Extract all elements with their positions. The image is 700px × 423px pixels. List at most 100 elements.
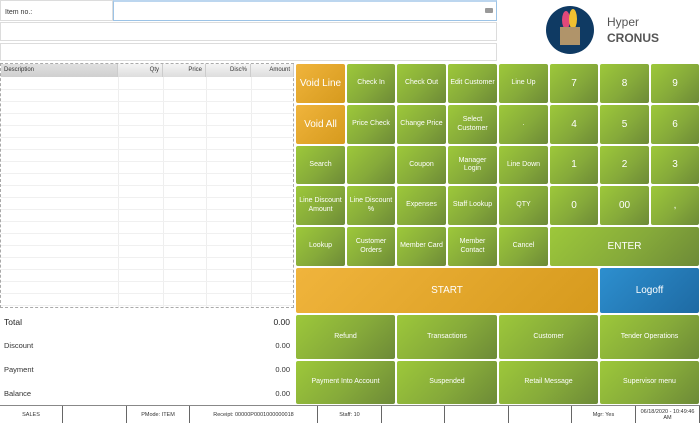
payment-label: Payment: [4, 365, 34, 374]
column-divider: [163, 77, 164, 307]
line-discount-amount-button[interactable]: Line Discount Amount: [295, 185, 346, 226]
logo-text-cronus: CRONUS: [607, 31, 660, 45]
row-divider: [1, 89, 293, 90]
enter-button[interactable]: ENTER: [549, 226, 700, 267]
key-2[interactable]: 2: [599, 145, 650, 185]
column-header-price[interactable]: Price: [163, 64, 206, 77]
key-5[interactable]: 5: [599, 104, 650, 145]
tender-operations-button[interactable]: Tender Operations: [599, 314, 700, 360]
key-9[interactable]: 9: [650, 63, 700, 104]
totals-row-discount: Discount 0.00: [4, 341, 290, 350]
keyboard-icon[interactable]: [485, 8, 493, 13]
discount-label: Discount: [4, 341, 34, 350]
cancel-button[interactable]: Cancel: [498, 226, 549, 267]
status-cell-06-18-2020-10: 06/18/2020 - 10:49:46 AM: [636, 406, 700, 423]
staff-lookup-button[interactable]: Staff Lookup: [447, 185, 498, 226]
column-header-description[interactable]: Description: [1, 64, 118, 77]
qty-button[interactable]: QTY: [498, 185, 549, 226]
row-divider: [1, 101, 293, 102]
column-header-qty[interactable]: Qty: [118, 64, 163, 77]
edit-customer-button[interactable]: Edit Customer: [447, 63, 498, 104]
member-card-button[interactable]: Member Card: [396, 226, 447, 267]
blank-button[interactable]: [346, 145, 396, 185]
hyper-cronus-logo: Hyper CRONUS: [545, 5, 665, 57]
logoff-button[interactable]: Logoff: [599, 267, 700, 314]
totals-row-balance: Balance 0.00: [4, 389, 290, 398]
key-6[interactable]: 6: [650, 104, 700, 145]
status-cell-blank: [509, 406, 572, 423]
suspended-button[interactable]: Suspended: [396, 360, 498, 405]
column-header-amount[interactable]: Amount: [251, 64, 294, 77]
column-divider: [251, 77, 252, 307]
expenses-button[interactable]: Expenses: [396, 185, 447, 226]
key-7[interactable]: 7: [549, 63, 599, 104]
void-all-button[interactable]: Void All: [295, 104, 346, 145]
payment-value: 0.00: [275, 365, 290, 374]
row-divider: [1, 173, 293, 174]
row-divider: [1, 185, 293, 186]
key-0[interactable]: 0: [549, 185, 599, 226]
select-customer-button[interactable]: Select Customer: [447, 104, 498, 145]
row-divider: [1, 293, 293, 294]
customer-orders-button[interactable]: Customer Orders: [346, 226, 396, 267]
coupon-button[interactable]: Coupon: [396, 145, 447, 185]
info-line-2: [0, 43, 497, 61]
info-line-1: [0, 22, 497, 41]
row-divider: [1, 149, 293, 150]
total-label: Total: [4, 317, 22, 327]
refund-button[interactable]: Refund: [295, 314, 396, 360]
item-no-input[interactable]: [113, 0, 497, 21]
status-cell-blank: [445, 406, 509, 423]
status-cell-sales: SALES: [0, 406, 63, 423]
status-cell-pmode: PMode: ITEM: [127, 406, 190, 423]
row-divider: [1, 125, 293, 126]
price-check-button[interactable]: Price Check: [346, 104, 396, 145]
row-divider: [1, 269, 293, 270]
key-comma[interactable]: ,: [650, 185, 700, 226]
total-value: 0.00: [273, 317, 290, 327]
line-down-button[interactable]: Line Down: [498, 145, 549, 185]
status-cell-receipt: Receipt: 00000P0001000000018: [190, 406, 318, 423]
line-discount-button[interactable]: Line Discount %: [346, 185, 396, 226]
start-button[interactable]: START: [295, 267, 599, 314]
search-button[interactable]: Search: [295, 145, 346, 185]
status-bar: SALES PMode: ITEM Receipt: 00000P000100000…: [0, 405, 700, 423]
payment-into-account-button[interactable]: Payment Into Account: [295, 360, 396, 405]
void-line-button[interactable]: Void Line: [295, 63, 346, 104]
totals-row-total: Total 0.00: [4, 317, 290, 327]
discount-value: 0.00: [275, 341, 290, 350]
row-divider: [1, 113, 293, 114]
supervisor-menu-button[interactable]: Supervisor menu: [599, 360, 700, 405]
status-cell-mgr: Mgr: Yes: [572, 406, 636, 423]
sales-lines-table[interactable]: Description Qty Price Disc% Amount: [0, 63, 294, 308]
column-header-disc[interactable]: Disc%: [206, 64, 251, 77]
row-divider: [1, 221, 293, 222]
member-contact-button[interactable]: Member Contact: [447, 226, 498, 267]
row-divider: [1, 233, 293, 234]
key-3[interactable]: 3: [650, 145, 700, 185]
row-divider: [1, 137, 293, 138]
line-up-button[interactable]: Line Up: [498, 63, 549, 104]
row-divider: [1, 281, 293, 282]
check-in-button[interactable]: Check In: [346, 63, 396, 104]
item-no-label: Item no.:: [0, 0, 113, 21]
key-1[interactable]: 1: [549, 145, 599, 185]
key-00[interactable]: 00: [599, 185, 650, 226]
totals-row-payment: Payment 0.00: [4, 365, 290, 374]
transactions-button[interactable]: Transactions: [396, 314, 498, 360]
manager-login-button[interactable]: Manager Login: [447, 145, 498, 185]
customer-button[interactable]: Customer: [498, 314, 599, 360]
row-divider: [1, 257, 293, 258]
retail-message-button[interactable]: Retail Message: [498, 360, 599, 405]
key-8[interactable]: 8: [599, 63, 650, 104]
lookup-button[interactable]: Lookup: [295, 226, 346, 267]
balance-label: Balance: [4, 389, 32, 398]
column-divider: [206, 77, 207, 307]
key-dot[interactable]: .: [498, 104, 549, 145]
check-out-button[interactable]: Check Out: [396, 63, 447, 104]
row-divider: [1, 197, 293, 198]
change-price-button[interactable]: Change Price: [396, 104, 447, 145]
key-4[interactable]: 4: [549, 104, 599, 145]
row-divider: [1, 245, 293, 246]
row-divider: [1, 209, 293, 210]
